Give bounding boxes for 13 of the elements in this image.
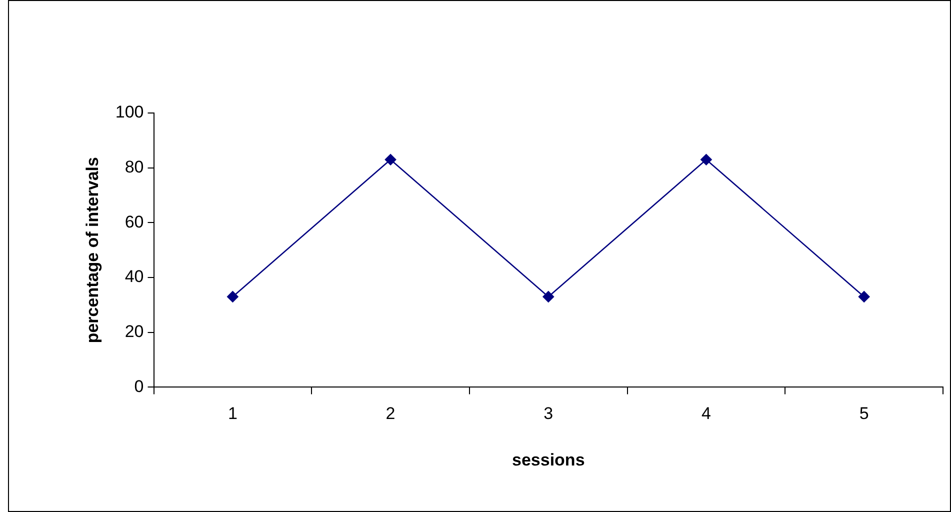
y-tick-label: 40: [124, 267, 144, 286]
y-tick-label: 20: [124, 322, 144, 342]
y-axis-title: percentage of intervals: [82, 157, 102, 344]
y-tick-label: 0: [134, 376, 144, 396]
x-axis-title: sessions: [512, 450, 585, 470]
x-tick-label: 3: [544, 404, 554, 424]
x-tick-label: 1: [228, 404, 238, 424]
x-tick-label: 5: [859, 404, 869, 424]
y-tick-label: 100: [115, 102, 144, 122]
x-tick-label: 4: [701, 404, 711, 424]
y-tick-label: 60: [124, 212, 144, 232]
x-tick-label: 2: [386, 404, 396, 424]
y-tick-label: 80: [124, 158, 144, 177]
